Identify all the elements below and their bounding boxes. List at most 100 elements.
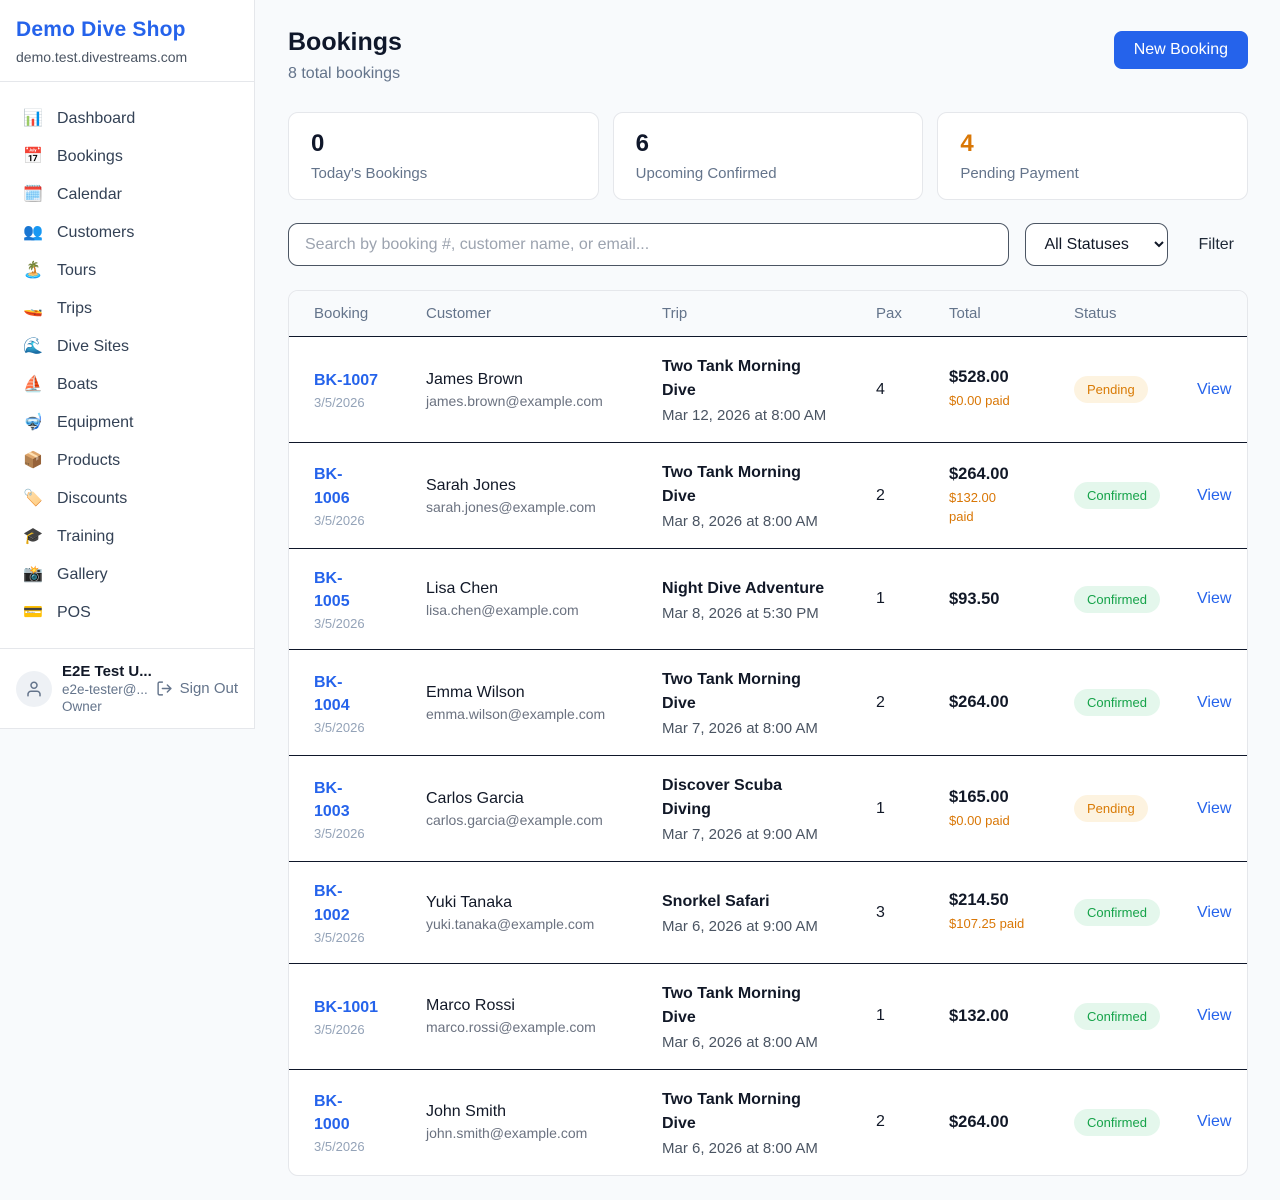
sidebar: Demo Dive Shop demo.test.divestreams.com… <box>0 0 255 729</box>
pax-value: 2 <box>876 486 885 504</box>
sidebar-item-icon: 🏷️ <box>23 490 43 507</box>
customer-name: Lisa Chen <box>426 580 499 598</box>
sign-out-label: Sign Out <box>179 680 238 697</box>
booking-id-link[interactable]: BK- 1005 <box>314 570 350 611</box>
customer-name: James Brown <box>426 370 523 388</box>
sidebar-item-icon: 🗓️ <box>23 186 43 203</box>
sidebar-item[interactable]: 📊 Dashboard <box>8 100 246 138</box>
total-amount: $93.50 <box>949 589 1000 608</box>
sidebar-item[interactable]: 📅 Bookings <box>8 138 246 176</box>
stat-card: 0 Today's Bookings <box>288 112 599 200</box>
sidebar-nav: 📊 Dashboard 📅 Bookings 🗓️ Calendar 👥 Cus… <box>0 82 254 648</box>
booking-id-link[interactable]: BK- 1003 <box>314 779 350 820</box>
filter-button[interactable]: Filter <box>1184 236 1248 254</box>
trip-datetime: Mar 6, 2026 at 9:00 AM <box>662 918 818 936</box>
sidebar-item[interactable]: 📦 Products <box>8 442 246 480</box>
status-badge: Confirmed <box>1074 482 1160 509</box>
sidebar-item[interactable]: 🤿 Equipment <box>8 404 246 442</box>
sidebar-item[interactable]: 🚤 Trips <box>8 290 246 328</box>
status-cell: Confirmed <box>1074 442 1197 549</box>
view-link[interactable]: View <box>1197 1113 1232 1131</box>
booking-cell: BK- 1004 3/5/2026 <box>289 649 426 757</box>
total-amount: $165.00 <box>949 787 1009 806</box>
sidebar-item-label: Gallery <box>57 566 108 583</box>
total-cell: $264.00 <box>949 649 1074 757</box>
trip-name: Two Tank Morning Dive <box>662 671 801 713</box>
brand-name: Demo Dive Shop <box>16 18 186 41</box>
view-link[interactable]: View <box>1197 380 1232 398</box>
view-link[interactable]: View <box>1197 903 1232 921</box>
sidebar-item[interactable]: 🏷️ Discounts <box>8 480 246 518</box>
customer-email: yuki.tanaka@example.com <box>426 915 595 932</box>
user-email: e2e-tester@... <box>62 682 148 697</box>
booking-id-link[interactable]: BK-1001 <box>314 998 379 1016</box>
sidebar-item[interactable]: 👥 Customers <box>8 214 246 252</box>
view-link[interactable]: View <box>1197 693 1232 711</box>
booking-date: 3/5/2026 <box>314 720 365 736</box>
booking-id-link[interactable]: BK- 1002 <box>314 883 350 924</box>
sidebar-item-icon: 📅 <box>23 148 43 165</box>
status-cell: Confirmed <box>1074 861 1197 964</box>
view-link[interactable]: View <box>1197 486 1232 504</box>
status-filter-select[interactable]: All Statuses <box>1025 223 1169 266</box>
new-booking-button[interactable]: New Booking <box>1113 31 1248 69</box>
total-cell: $132.00 <box>949 963 1074 1070</box>
search-input[interactable] <box>288 223 1010 266</box>
logout-icon <box>157 681 172 696</box>
sidebar-item[interactable]: 📸 Gallery <box>8 556 246 594</box>
sidebar-item-icon: 📊 <box>23 110 43 127</box>
view-link[interactable]: View <box>1197 799 1232 817</box>
sidebar-item-icon: 🎓 <box>23 528 43 545</box>
trip-name: Two Tank Morning Dive <box>662 464 801 505</box>
stat-value: 4 <box>960 130 974 157</box>
trip-cell: Two Tank Morning Dive Mar 6, 2026 at 8:0… <box>662 963 876 1070</box>
sidebar-item[interactable]: ⛵ Boats <box>8 366 246 404</box>
stat-card: 4 Pending Payment <box>937 112 1248 200</box>
sidebar-item[interactable]: 🏝️ Tours <box>8 252 246 290</box>
booking-id-link[interactable]: BK- 1004 <box>314 673 350 714</box>
sidebar-item-label: Products <box>57 452 121 469</box>
trip-datetime: Mar 7, 2026 at 9:00 AM <box>662 826 818 844</box>
view-link[interactable]: View <box>1197 1007 1232 1025</box>
total-amount: $214.50 <box>949 891 1009 910</box>
page-header-text: Bookings 8 total bookings <box>288 28 402 83</box>
booking-id-link[interactable]: BK- 1006 <box>314 466 350 507</box>
col-header-pax: Pax <box>876 291 949 337</box>
customer-name: Marco Rossi <box>426 997 515 1015</box>
user-name: E2E Test U... <box>62 663 152 680</box>
sidebar-item-icon: 🌊 <box>23 338 43 355</box>
trip-datetime: Mar 8, 2026 at 8:00 AM <box>662 513 818 530</box>
sign-out-button[interactable]: Sign Out <box>156 680 238 697</box>
booking-id-link[interactable]: BK-1007 <box>314 371 379 389</box>
sidebar-item-label: POS <box>57 604 91 621</box>
customer-email: sarah.jones@example.com <box>426 498 596 515</box>
sidebar-item-icon: 💳 <box>23 604 43 621</box>
sidebar-item[interactable]: 🗓️ Calendar <box>8 176 246 214</box>
status-badge: Confirmed <box>1074 899 1160 927</box>
sidebar-item-icon: 📦 <box>23 452 43 469</box>
trip-name: Two Tank Morning Dive <box>662 358 801 399</box>
status-cell: Pending <box>1074 755 1197 863</box>
trip-datetime: Mar 12, 2026 at 8:00 AM <box>662 407 827 424</box>
sidebar-item[interactable]: 🌊 Dive Sites <box>8 328 246 366</box>
customer-name: Yuki Tanaka <box>426 893 512 911</box>
actions-cell: View <box>1197 963 1247 1070</box>
status-badge: Confirmed <box>1074 1108 1160 1136</box>
total-cell: $264.00 $132.00 paid <box>949 442 1074 549</box>
trip-cell: Two Tank Morning Dive Mar 8, 2026 at 8:0… <box>662 442 876 549</box>
sidebar-item-icon: 👥 <box>23 224 43 241</box>
stats-cards: 0 Today's Bookings 6 Upcoming Confirmed … <box>288 112 1248 200</box>
table-row: BK- 1002 3/5/2026 Yuki Tanaka yuki.tanak… <box>289 861 1247 964</box>
booking-id-link[interactable]: BK- 1000 <box>314 1093 350 1134</box>
sidebar-item-label: Dive Sites <box>57 338 130 355</box>
booking-date: 3/5/2026 <box>314 1139 365 1155</box>
view-link[interactable]: View <box>1197 590 1232 608</box>
col-header-customer: Customer <box>426 291 662 337</box>
trip-datetime: Mar 8, 2026 at 5:30 PM <box>662 604 819 622</box>
booking-cell: BK- 1006 3/5/2026 <box>289 442 426 549</box>
booking-date: 3/5/2026 <box>314 512 365 528</box>
brand: Demo Dive Shop demo.test.divestreams.com <box>0 0 254 82</box>
sidebar-item[interactable]: 🎓 Training <box>8 518 246 556</box>
sidebar-item[interactable]: 💳 POS <box>8 594 246 632</box>
